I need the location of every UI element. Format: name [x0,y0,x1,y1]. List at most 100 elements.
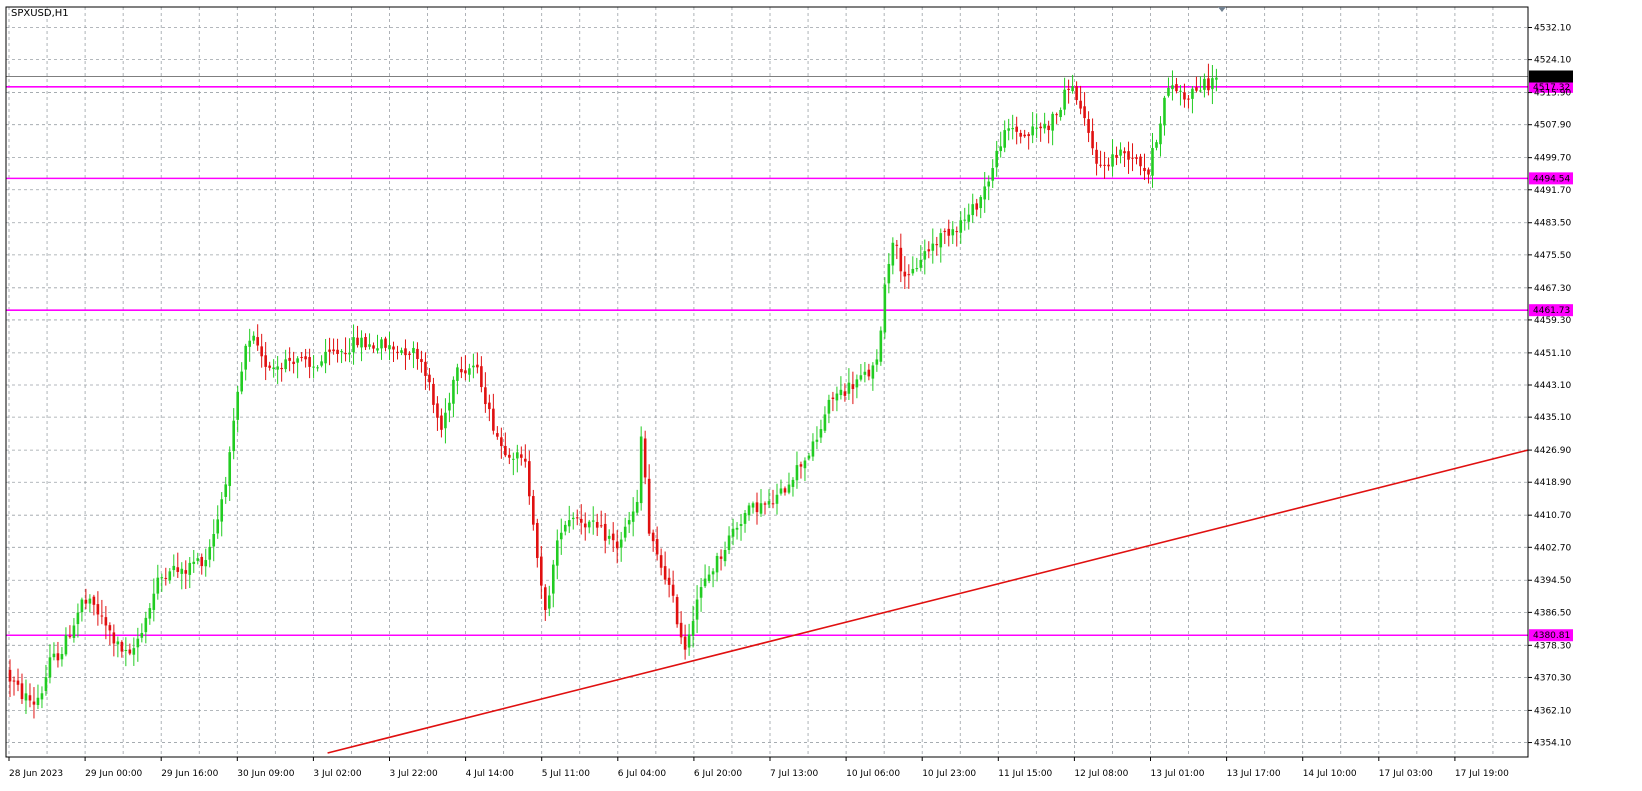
candle-body [1067,88,1070,90]
candle-body [627,520,631,525]
candle [380,337,383,360]
candle-body [512,458,515,460]
candle-body [304,356,307,360]
candle [1051,111,1054,146]
candle [264,342,267,381]
candle [1171,70,1174,101]
candle-body [583,523,587,528]
candle-body [1035,127,1038,129]
candle [547,585,551,617]
candle [12,676,16,696]
candle-body [699,587,703,598]
chart-shift-marker[interactable] [1218,7,1226,12]
candle [747,502,751,521]
candle [967,203,971,230]
candle-body [971,204,975,216]
candle-body [727,535,731,550]
candle [220,492,224,537]
candle [795,451,799,489]
candle-body [1019,132,1022,137]
candle [1027,132,1030,150]
candle-body [1155,142,1158,148]
candle-body [532,496,535,525]
candle [591,506,595,535]
x-tick-label: 17 Jul 19:00 [1455,769,1509,779]
candle-body [1199,90,1202,92]
candle [216,505,220,539]
candle [232,408,236,460]
candle-body [791,479,795,487]
candle-body [432,383,435,405]
candle [316,365,319,372]
trendline[interactable] [327,449,1529,754]
candle [755,492,759,525]
candle [719,549,723,571]
candle [72,618,76,643]
candle [212,519,216,562]
candle [675,594,679,628]
candle-body [555,540,559,566]
time-axis[interactable]: 28 Jun 2023 29 Jun 00:00 29 Jun 16:00 30 Ju… [8,757,1509,779]
candle [44,664,48,696]
candle [124,637,128,667]
candle [1083,92,1086,126]
candle [875,349,879,372]
candle [472,353,475,379]
candle [256,324,259,351]
candle [947,219,951,247]
candle [635,489,639,516]
candle-body [1007,128,1010,131]
candle-body [488,402,491,410]
horizontal-levels[interactable]: 4517.32 4494.54 4461.73 4380.81 4519.90 [6,70,1573,642]
candle [563,520,567,536]
candle [1215,68,1218,92]
trendline-layer[interactable] [327,449,1529,754]
candle [583,512,587,541]
level-price-label: 4380.81 [1533,631,1570,641]
level-price-tag [1529,304,1573,317]
candle [336,338,339,363]
candle-body [212,534,216,547]
candle-body [551,564,555,594]
price-axis[interactable]: 4532.10 4524.10 4515.90 4507.90 4499.70 4491.… [1528,23,1571,749]
y-tick-label: 4491.70 [1534,186,1571,196]
level-price-tag [1529,172,1573,185]
candle [983,171,987,213]
candle [160,573,164,592]
candle [484,372,487,413]
candle [1199,76,1202,93]
candle-body [460,368,463,373]
candle-body [923,251,927,260]
candle-body [759,503,763,514]
candle [36,684,40,710]
candle-body [296,358,299,363]
candle-body [671,584,675,596]
candle-body [1179,90,1182,92]
candle-body [575,517,579,519]
candle-body [492,408,495,431]
candle [384,336,387,352]
candle [512,452,515,476]
candle-body [955,231,959,233]
candle-body [1107,164,1110,167]
bid-price-label: 4519.90 [1533,72,1570,82]
candle [144,611,148,644]
candle [1079,85,1082,115]
candle [1015,116,1018,145]
candle-body [336,349,339,354]
x-tick-label: 11 Jul 15:00 [998,769,1052,779]
candle-body [148,608,152,619]
candle-body [851,384,855,390]
candle [260,333,263,368]
candle [619,531,623,562]
candle-body [1111,154,1114,167]
candle [927,241,931,259]
candle-body [408,353,411,355]
candle [711,568,715,588]
candle [835,386,839,412]
candle [603,513,607,554]
candle-body [288,357,291,361]
candle-body [180,568,184,574]
